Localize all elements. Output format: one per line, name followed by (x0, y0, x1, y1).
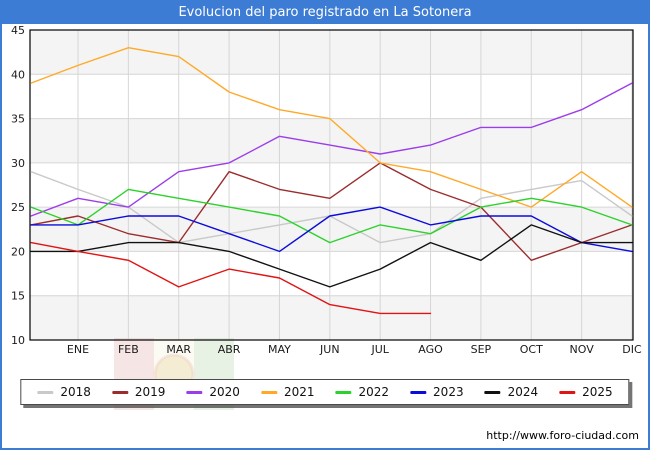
plot-stripe (30, 74, 633, 119)
plot-stripe (30, 30, 633, 75)
legend-label-2019: 2019 (134, 385, 166, 399)
y-tick-label: 45 (11, 24, 25, 37)
x-tick-label: ENE (67, 343, 89, 356)
legend-swatch-2019 (111, 390, 128, 394)
legend-swatch-2022 (335, 390, 352, 394)
legend-swatch-2021 (260, 390, 277, 394)
chart-legend: 2018 2019 2020 2021 2022 2023 2024 2025 (20, 379, 630, 405)
y-tick-label: 10 (11, 334, 25, 347)
y-tick-label: 40 (11, 68, 25, 81)
legend-item-2021: 2021 (260, 385, 315, 399)
y-tick-label: 15 (11, 290, 25, 303)
y-tick-label: 20 (11, 245, 25, 258)
legend-label-2021: 2021 (283, 385, 315, 399)
x-tick-label: AGO (418, 343, 443, 356)
plot-stripe (30, 251, 633, 296)
legend-label-2020: 2020 (209, 385, 240, 399)
legend-swatch-2018 (37, 390, 54, 394)
legend-item-2022: 2022 (335, 385, 390, 399)
legend-item-2023: 2023 (410, 385, 464, 399)
legend-item-2024: 2024 (484, 385, 539, 399)
plot-stripe (30, 118, 633, 163)
y-tick-label: 35 (11, 113, 25, 126)
x-tick-label: JUN (319, 343, 340, 356)
chart-title: Evolucion del paro registrado en La Soto… (178, 5, 472, 20)
legend-swatch-2025 (559, 390, 576, 394)
legend-label-2018: 2018 (60, 385, 91, 399)
y-tick-label: 30 (11, 157, 25, 170)
x-tick-label: ABR (218, 343, 241, 356)
plot-stripe (30, 162, 633, 208)
legend-item-2019: 2019 (111, 385, 166, 399)
legend-swatch-2020 (186, 390, 203, 394)
x-tick-label: NOV (570, 343, 595, 356)
x-tick-label: MAR (166, 343, 191, 356)
y-tick-label: 25 (11, 201, 25, 214)
series-line-2020 (30, 82, 633, 217)
series-line-2019 (30, 162, 633, 261)
series-line-2025 (30, 241, 432, 315)
x-tick-label: FEB (118, 343, 139, 356)
plot-border (29, 29, 634, 341)
x-tick-label: JUL (370, 343, 389, 356)
x-tick-label: SEP (471, 343, 492, 356)
x-tick-label: MAY (268, 343, 291, 356)
legend-swatch-2023 (410, 390, 427, 394)
x-tick-label: DIC (622, 343, 642, 356)
series-line-2023 (30, 206, 633, 253)
legend-label-2023: 2023 (433, 385, 464, 399)
legend-item-2025: 2025 (559, 385, 613, 399)
series-line-2021 (30, 47, 633, 208)
series-line-2024 (30, 224, 633, 288)
legend-item-2020: 2020 (186, 385, 240, 399)
footer-url[interactable]: http://www.foro-ciudad.com (486, 429, 639, 442)
chart-title-bar: Evolucion del paro registrado en La Soto… (2, 2, 648, 24)
x-tick-label: OCT (520, 343, 543, 356)
legend-item-2018: 2018 (37, 385, 91, 399)
plot-stripe (30, 295, 633, 340)
legend-label-2025: 2025 (582, 385, 613, 399)
legend-label-2022: 2022 (358, 385, 390, 399)
legend-swatch-2024 (484, 390, 501, 394)
legend-label-2024: 2024 (507, 385, 539, 399)
plot-stripe (30, 207, 633, 252)
series-line-2022 (30, 188, 633, 244)
